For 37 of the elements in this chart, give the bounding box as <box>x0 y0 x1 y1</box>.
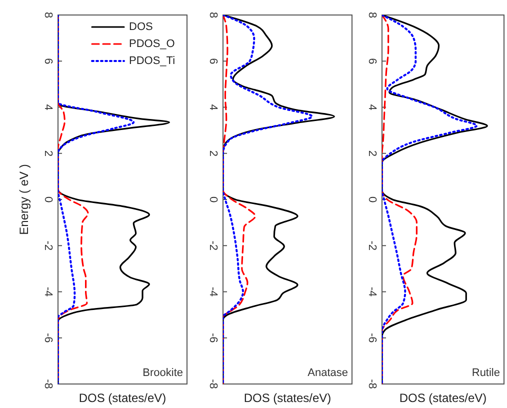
y-tick-label: 2 <box>207 150 220 156</box>
x-axis-title: DOS (states/eV) <box>399 391 487 405</box>
y-tick-label: 8 <box>207 12 220 18</box>
y-tick-label: 4 <box>366 104 378 110</box>
y-tick-label: 8 <box>42 12 54 18</box>
legend-label: DOS <box>129 20 153 33</box>
y-tick-label: -8 <box>42 379 54 389</box>
x-axis-title: DOS (states/eV) <box>78 391 166 405</box>
y-tick-label: 0 <box>207 196 220 203</box>
y-tick-label: -4 <box>42 286 54 297</box>
y-tick-label: -2 <box>366 240 378 251</box>
y-tick-label: 2 <box>366 150 378 156</box>
y-tick-label: 8 <box>366 12 378 18</box>
y-tick-label: -8 <box>207 379 220 389</box>
y-tick-label: -4 <box>366 286 378 297</box>
y-tick-label: -4 <box>207 286 220 297</box>
annotation: Brookite <box>142 367 183 379</box>
y-tick-label: -8 <box>366 379 378 389</box>
y-tick-label: -2 <box>207 240 220 251</box>
annotation: Rutile <box>472 367 500 379</box>
y-tick-label: -6 <box>42 332 54 343</box>
legend-label: PDOS_Ti <box>129 54 176 67</box>
y-tick-label: 6 <box>207 58 220 64</box>
y-tick-label: -6 <box>366 332 378 343</box>
y-tick-label: -2 <box>42 240 54 251</box>
y-axis-title: Energy ( eV ) <box>17 164 31 235</box>
y-tick-label: 4 <box>42 104 54 110</box>
annotation: Anatase <box>308 367 348 379</box>
x-axis-title: DOS (states/eV) <box>244 391 332 405</box>
y-tick-label: 0 <box>366 196 378 203</box>
y-tick-label: 0 <box>42 196 54 203</box>
y-tick-label: 6 <box>42 58 54 64</box>
y-tick-label: 4 <box>207 104 220 110</box>
y-tick-label: 6 <box>366 58 378 64</box>
legend-label: PDOS_O <box>129 38 176 50</box>
y-tick-label: 2 <box>42 150 54 156</box>
y-tick-label: -6 <box>207 332 220 343</box>
